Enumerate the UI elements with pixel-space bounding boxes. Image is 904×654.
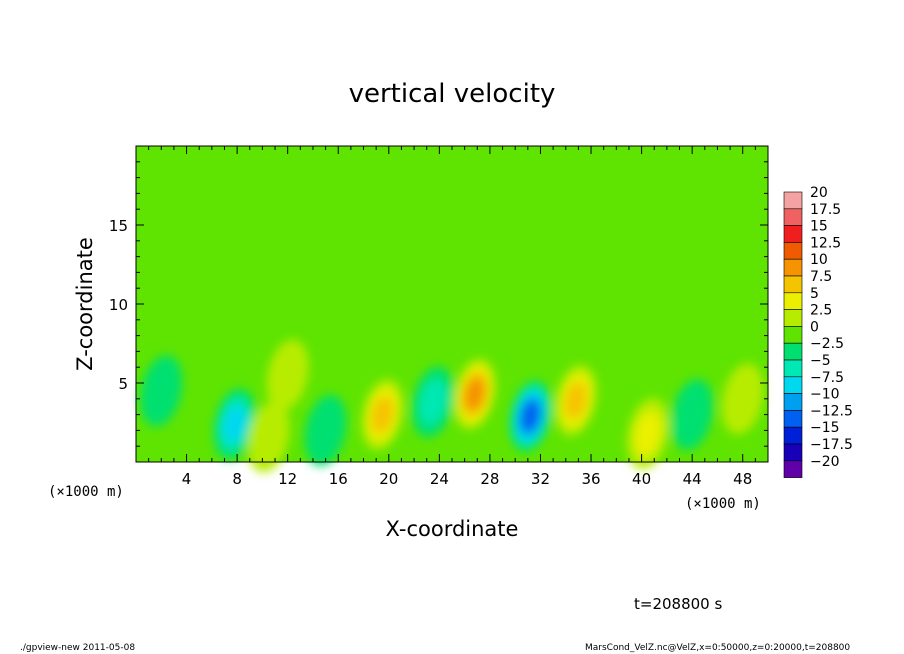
colorbar-swatch [783,326,803,344]
velocity-cell [304,394,347,466]
colorbar-label: 15 [810,219,828,235]
velocity-contour [634,410,662,457]
colorbar-swatch [783,208,803,226]
y-tick-label: 5 [118,375,128,393]
x-tick-label: 4 [182,470,192,488]
colorbar-swatch [783,275,803,294]
x-tick-label: 40 [632,470,651,488]
x-unit-right: (×1000 m) [685,496,761,512]
velocity-cell [361,379,404,451]
velocity-cell [671,379,714,451]
x-tick-label: 36 [581,470,600,488]
y-tick-label: 15 [109,217,128,235]
colorbar-label: 2.5 [810,303,832,319]
velocity-cell [412,366,454,438]
velocity-contour [223,405,246,443]
x-tick-label: 24 [430,470,449,488]
velocity-contour [721,363,764,435]
x-tick-label: 48 [733,470,752,488]
colorbar-label: −17.5 [810,437,853,453]
colorbar-label: 12.5 [810,235,841,251]
x-tick-label: 32 [531,470,550,488]
colorbar-swatch [783,359,803,378]
velocity-contour [521,401,540,432]
colorbar-swatch [783,443,803,462]
velocity-cell [721,363,764,435]
velocity-contour [266,339,309,411]
colorbar-swatch [783,426,803,445]
colorbar-swatch [783,225,803,243]
colorbar-label: 0 [810,319,819,335]
colorbar-label: −7.5 [810,370,844,386]
velocity-cell [247,401,290,473]
plot-area [135,145,769,473]
colorbar-swatch [783,309,803,327]
colorbar-label: −15 [810,420,840,436]
velocity-features [140,339,764,473]
colorbar-label: −12.5 [810,403,853,419]
colorbar-label: 20 [810,185,828,201]
colorbar-label: 7.5 [810,269,832,285]
x-tick-label: 44 [683,470,702,488]
colorbar-swatch [783,191,803,210]
colorbar-swatch [783,292,803,310]
velocity-cell [140,355,183,427]
colorbar-swatch [783,342,803,361]
source-stamp: MarsCond_VelZ.nc@VelZ,x=0:50000,z=0:2000… [585,643,850,653]
x-tick-label: 28 [480,470,499,488]
velocity-contour [564,381,588,419]
x-tick-label: 16 [329,470,348,488]
colorbar-swatch [783,393,803,411]
x-tick-label: 8 [232,470,242,488]
velocity-cell [266,339,309,411]
velocity-cell [453,358,496,430]
y-axis-ticks: 5 10 15 [109,161,768,447]
colorbar-swatch [783,460,803,478]
colorbar-label: 5 [810,286,819,302]
y-axis-label: Z-coordinate [73,237,97,371]
velocity-contour [247,401,290,473]
velocity-cell [554,364,597,436]
velocity-cell [626,398,669,470]
colorbar-swatch [783,242,803,260]
x-unit-left: (×1000 m) [48,484,124,500]
colorbar-label: −10 [810,387,840,403]
colorbar-swatch [783,410,803,428]
colorbar-swatch [783,258,803,277]
colorbar-label: −5 [810,353,831,369]
colorbar: 2017.51512.5107.552.50−2.5−5−7.5−10−12.5… [783,185,853,478]
x-tick-label: 12 [278,470,297,488]
velocity-contour [371,396,394,433]
time-stamp: t=208800 s [634,595,722,613]
x-axis-ticks: 4 8 12 16 20 24 28 32 36 40 44 48 [148,146,756,488]
chart-title: vertical velocity [349,79,556,109]
velocity-cell [213,388,256,460]
colorbar-label: −20 [810,454,840,470]
colorbar-label: 17.5 [810,202,841,218]
colorbar-label: −2.5 [810,336,844,352]
velocity-contour [464,377,485,411]
velocity-contour [140,355,183,427]
x-axis-label: X-coordinate [386,517,519,541]
y-tick-label: 10 [109,296,128,314]
colorbar-label: 10 [810,252,828,268]
velocity-contour [304,394,347,466]
colorbar-swatch [783,376,803,394]
velocity-contour [671,379,714,451]
velocity-cell [509,380,552,452]
x-tick-label: 20 [379,470,398,488]
velocity-contour [419,379,447,425]
program-stamp: ./gpview-new 2011-05-08 [20,643,135,653]
